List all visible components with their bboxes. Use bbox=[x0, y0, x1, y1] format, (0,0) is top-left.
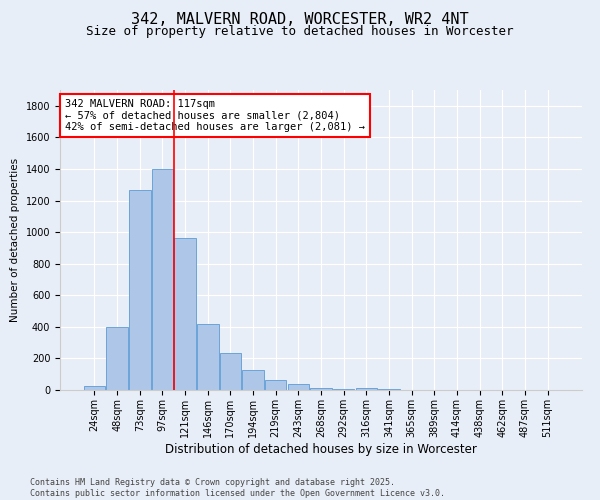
Text: 342, MALVERN ROAD, WORCESTER, WR2 4NT: 342, MALVERN ROAD, WORCESTER, WR2 4NT bbox=[131, 12, 469, 28]
Bar bbox=[152, 169, 173, 390]
Bar bbox=[310, 388, 332, 390]
Bar bbox=[129, 190, 151, 390]
Bar bbox=[106, 327, 128, 390]
Bar bbox=[265, 380, 286, 390]
Bar bbox=[175, 238, 196, 390]
Y-axis label: Number of detached properties: Number of detached properties bbox=[10, 158, 20, 322]
Text: Size of property relative to detached houses in Worcester: Size of property relative to detached ho… bbox=[86, 25, 514, 38]
Bar bbox=[333, 389, 355, 390]
Bar bbox=[197, 324, 218, 390]
Bar bbox=[242, 370, 264, 390]
Bar bbox=[84, 386, 105, 390]
Bar bbox=[356, 388, 377, 390]
Bar bbox=[220, 353, 241, 390]
Text: Contains HM Land Registry data © Crown copyright and database right 2025.
Contai: Contains HM Land Registry data © Crown c… bbox=[30, 478, 445, 498]
Bar bbox=[378, 389, 400, 390]
Bar bbox=[287, 384, 309, 390]
Text: 342 MALVERN ROAD: 117sqm
← 57% of detached houses are smaller (2,804)
42% of sem: 342 MALVERN ROAD: 117sqm ← 57% of detach… bbox=[65, 99, 365, 132]
X-axis label: Distribution of detached houses by size in Worcester: Distribution of detached houses by size … bbox=[165, 442, 477, 456]
